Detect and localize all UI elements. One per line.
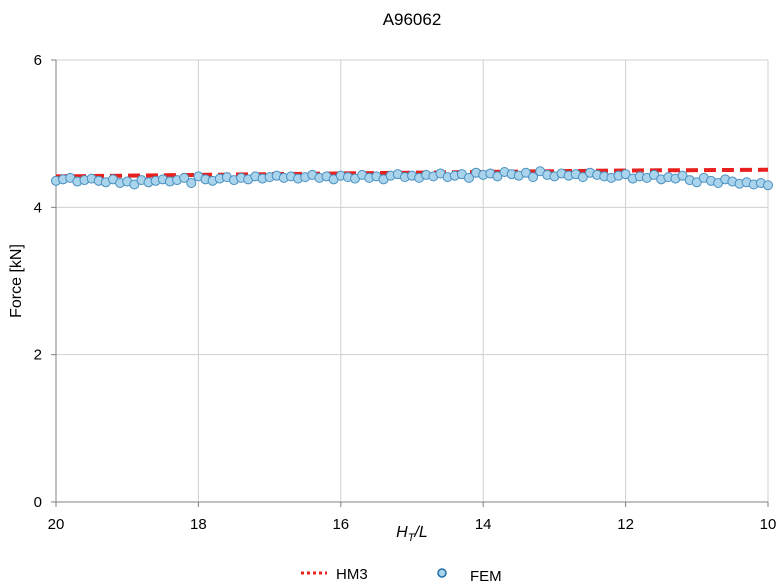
axes [51,59,769,507]
x-tick-label: 12 [617,516,634,533]
grid [56,59,769,502]
x-axis-label-tail: /L [413,524,427,541]
fem-point [186,178,197,189]
x-tick-label: 20 [48,516,65,533]
legend-hm3-label: HM3 [336,566,368,583]
chart-title: A96062 [383,10,442,29]
legend: HM3 FEM [301,566,502,585]
fem-point [463,172,474,183]
series-hm3 [55,167,769,179]
fem-point [649,169,660,180]
x-tick-label: 18 [190,516,207,533]
fem-point [691,177,702,188]
y-tick-label: 6 [34,52,42,69]
fem-point [492,171,503,182]
fem-point [577,172,588,183]
y-tick-label: 0 [34,494,42,511]
fem-point [179,172,190,183]
fem-point [677,170,688,181]
x-axis-label-main: H [396,524,408,541]
fem-point [129,179,140,190]
legend-fem-swatch [437,568,447,578]
x-tick-label: 14 [475,516,492,533]
series-fem [51,166,773,191]
fem-point [620,169,631,180]
x-axis-label-sub: T [408,532,416,544]
y-tick-label: 4 [34,199,42,216]
fem-point [763,180,773,191]
x-tick-label: 16 [332,516,349,533]
series-hm3-line [55,167,769,179]
legend-fem-label: FEM [470,568,502,585]
fem-point [528,172,539,183]
y-axis-label: Force [kN] [8,244,25,318]
fem-point [520,167,531,178]
y-tick-labels: 0 2 4 6 [34,52,42,511]
x-tick-label: 10 [760,516,777,533]
x-axis-label: HT/L [396,524,428,544]
y-tick-label: 2 [34,347,42,364]
x-tick-labels: 20 18 16 14 12 10 [48,516,777,533]
